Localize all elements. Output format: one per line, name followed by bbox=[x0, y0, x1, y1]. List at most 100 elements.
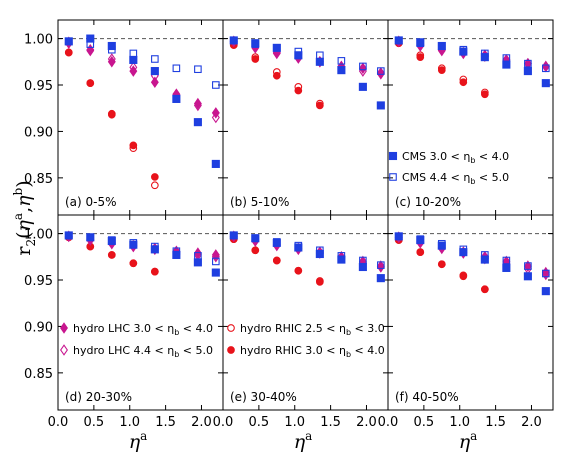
legend-entry: CMS 3.0 < ηb < 4.0 bbox=[388, 150, 509, 165]
legend-entry: hydro RHIC 2.5 < ηb < 3.0 bbox=[227, 322, 385, 337]
y-axis-title-sup-a: a bbox=[11, 213, 25, 220]
x-tick-label: 2.0 bbox=[191, 415, 212, 430]
panel-frame bbox=[387, 214, 554, 411]
y-axis-title-base: r bbox=[13, 246, 35, 256]
data-point-cms1 bbox=[541, 79, 550, 88]
data-point-cms1 bbox=[211, 159, 220, 168]
x-axis-title-sup: a bbox=[470, 429, 477, 443]
data-point-cms1 bbox=[107, 236, 116, 246]
legend-marker-cms2 bbox=[389, 173, 397, 181]
legend-entry: hydro LHC 4.4 < ηb < 5.0 bbox=[60, 344, 213, 359]
legend-label-sub: b bbox=[470, 177, 475, 186]
x-axis-title-base: η bbox=[294, 431, 306, 452]
y-axis-title-eta-a: η bbox=[13, 219, 35, 231]
y-axis-title-close: ) bbox=[13, 180, 35, 187]
legend-label-tail: < 5.0 bbox=[179, 344, 213, 357]
data-point-lhc1 bbox=[86, 44, 95, 57]
data-point-cms1 bbox=[337, 255, 346, 264]
data-point-rhic2 bbox=[150, 173, 159, 181]
data-point-lhc1 bbox=[376, 260, 385, 272]
legend-entry: hydro LHC 3.0 < ηb < 4.0 bbox=[60, 322, 213, 337]
legend-marker-lhc2 bbox=[60, 344, 68, 356]
legend-marker-lhc1 bbox=[60, 322, 68, 334]
x-axis-title-sup: a bbox=[140, 429, 147, 443]
data-point-cms1 bbox=[358, 82, 367, 91]
y-axis-title-open: ( bbox=[13, 231, 35, 238]
data-point-cms2 bbox=[524, 262, 532, 270]
legend-label-text: hydro LHC 4.4 < η bbox=[73, 344, 174, 357]
data-point-cms1 bbox=[107, 41, 116, 51]
data-point-lhc1 bbox=[129, 65, 138, 77]
data-point-cms2 bbox=[377, 67, 385, 75]
legend-label-sub: b bbox=[470, 156, 475, 165]
panel-label: (b) 5-10% bbox=[230, 195, 289, 209]
data-point-lhc1 bbox=[211, 107, 220, 119]
data-point-cms1 bbox=[437, 41, 446, 51]
data-point-rhic2 bbox=[416, 53, 425, 61]
data-point-rhic2 bbox=[107, 251, 116, 259]
data-point-cms1 bbox=[358, 262, 367, 272]
data-point-cms1 bbox=[376, 274, 385, 283]
data-point-cms1 bbox=[272, 43, 281, 52]
data-point-cms2 bbox=[194, 65, 202, 74]
legend-label-tail: < 4.0 bbox=[475, 150, 509, 163]
legend-label-text: CMS 3.0 < η bbox=[402, 150, 470, 163]
data-point-cms2 bbox=[542, 269, 550, 278]
data-point-lhc2 bbox=[211, 111, 220, 124]
x-tick-label: 0.5 bbox=[84, 415, 105, 430]
legend-label-sub: b bbox=[174, 350, 179, 359]
x-tick-label: 2.0 bbox=[521, 415, 542, 430]
data-point-cms1 bbox=[64, 37, 73, 46]
x-tick-label: 1.5 bbox=[155, 415, 176, 430]
data-point-lhc1 bbox=[541, 60, 550, 73]
data-point-cms1 bbox=[523, 67, 532, 76]
legend-label: CMS 3.0 < ηb < 4.0 bbox=[402, 150, 509, 165]
panel-frame bbox=[57, 19, 224, 216]
data-point-cms2 bbox=[377, 261, 385, 269]
data-point-cms1 bbox=[294, 51, 303, 60]
data-point-cms1 bbox=[459, 47, 468, 56]
panel-e: 0.0 0.5 1.0 1.5 2.0 (e) 30-40% ηa bbox=[213, 214, 389, 452]
data-point-cms1 bbox=[86, 233, 95, 242]
x-tick-label: 1.5 bbox=[485, 415, 506, 430]
data-point-rhic2 bbox=[107, 109, 116, 118]
panel-label: (c) 10-20% bbox=[395, 195, 461, 209]
x-tick-label: 0.5 bbox=[249, 415, 270, 430]
data-point-cms1 bbox=[86, 34, 95, 43]
panel-f: 0.0 0.5 1.0 1.5 2.0 (f) 40-50% ηa bbox=[378, 214, 554, 452]
data-point-rhic2 bbox=[437, 66, 446, 74]
data-point-cms1 bbox=[315, 249, 324, 259]
data-point-cms2 bbox=[524, 59, 532, 68]
panel-frame bbox=[222, 214, 389, 411]
legend-label: hydro RHIC 2.5 < ηb < 3.0 bbox=[240, 322, 385, 337]
y-tick-label: 0.90 bbox=[24, 125, 53, 140]
data-point-cms1 bbox=[251, 39, 260, 48]
legend-label-text: hydro RHIC 2.5 < η bbox=[240, 322, 346, 335]
data-point-rhic2 bbox=[437, 260, 446, 269]
legend-label-text: hydro RHIC 3.0 < η bbox=[240, 344, 346, 357]
x-axis-title-base: η bbox=[459, 431, 471, 452]
data-point-rhic2 bbox=[416, 248, 425, 256]
data-point-cms1 bbox=[272, 238, 281, 247]
data-point-cms1 bbox=[229, 231, 238, 240]
data-point-rhic2 bbox=[86, 79, 95, 87]
panel-a: 0.85 0.90 0.95 1.00 (a) 0-5% bbox=[24, 19, 224, 216]
legend-label-tail: < 4.0 bbox=[351, 344, 385, 357]
panel-label: (f) 40-50% bbox=[395, 390, 459, 404]
data-point-cms2 bbox=[542, 64, 550, 73]
data-point-cms1 bbox=[251, 234, 260, 243]
data-point-cms1 bbox=[416, 236, 425, 245]
data-point-rhic2 bbox=[251, 246, 260, 255]
data-point-lhc1 bbox=[376, 67, 385, 79]
y-tick-label: 0.90 bbox=[24, 320, 53, 335]
data-point-rhic2 bbox=[129, 141, 138, 150]
data-point-cms1 bbox=[502, 60, 511, 69]
panel-frame bbox=[57, 214, 224, 411]
x-axis-title-sup: a bbox=[305, 429, 312, 443]
legend-entry: CMS 4.4 < ηb < 5.0 bbox=[389, 171, 509, 186]
data-point-cms1 bbox=[64, 231, 73, 240]
data-point-rhic2 bbox=[315, 278, 324, 286]
data-point-cms1 bbox=[150, 245, 159, 254]
data-point-cms2 bbox=[129, 49, 138, 58]
legend-label-sub: b bbox=[346, 328, 351, 337]
